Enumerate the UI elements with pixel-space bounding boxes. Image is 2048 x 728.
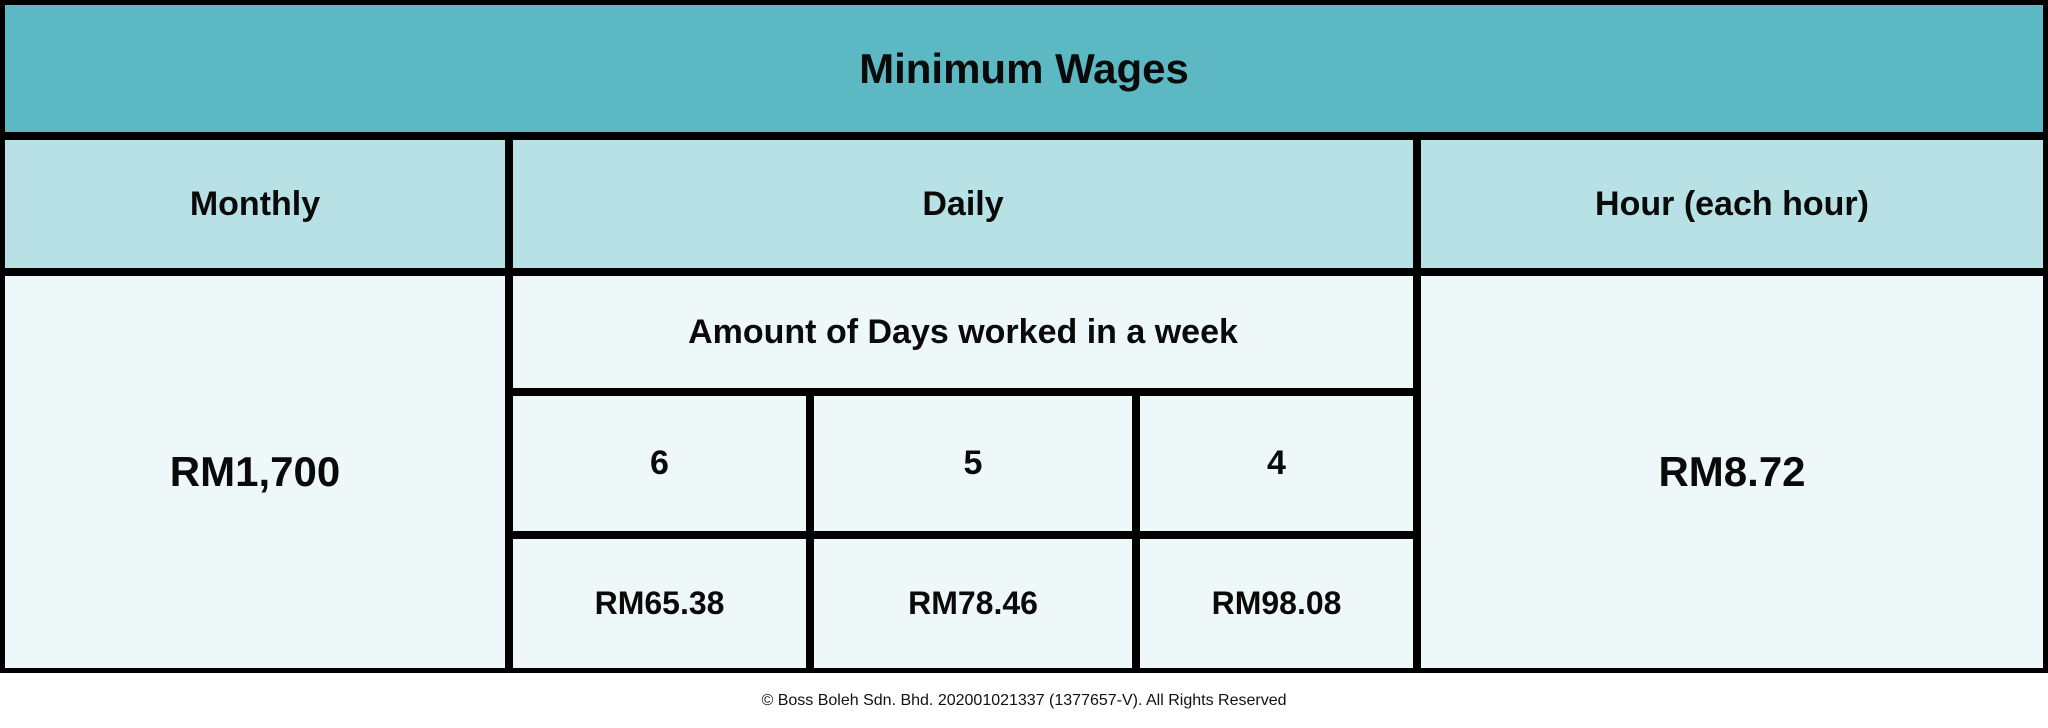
daily-subheader: Amount of Days worked in a week — [513, 276, 1413, 388]
header-monthly: Monthly — [5, 140, 505, 268]
days-5: 5 — [814, 396, 1132, 531]
hourly-value: RM8.72 — [1421, 276, 2043, 668]
monthly-value: RM1,700 — [5, 276, 505, 668]
daily-value-6-days: RM65.38 — [513, 539, 806, 668]
table-title: Minimum Wages — [5, 5, 2043, 132]
days-6: 6 — [513, 396, 806, 531]
days-4: 4 — [1140, 396, 1413, 531]
daily-value-5-days: RM78.46 — [814, 539, 1132, 668]
header-hourly: Hour (each hour) — [1421, 140, 2043, 268]
header-daily: Daily — [513, 140, 1413, 268]
minimum-wages-table: Minimum Wages Monthly Daily Hour (each h… — [0, 0, 2048, 673]
copyright-footer: © Boss Boleh Sdn. Bhd. 202001021337 (137… — [761, 692, 1287, 709]
daily-value-4-days: RM98.08 — [1140, 539, 1413, 668]
